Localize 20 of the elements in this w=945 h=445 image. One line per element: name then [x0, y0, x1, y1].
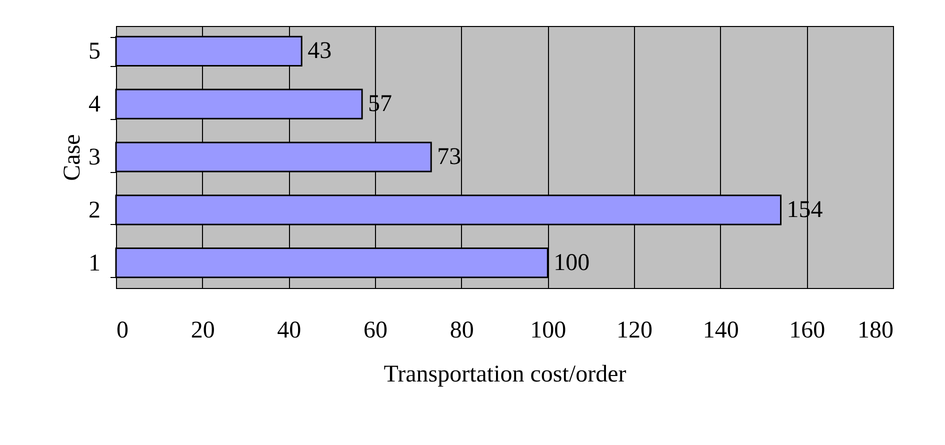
x-tick-label: 60: [364, 318, 388, 344]
data-label: 43: [308, 38, 332, 64]
x-tick-label: 120: [616, 318, 652, 344]
x-tick-label: 80: [450, 318, 474, 344]
y-tick-label: 2: [88, 197, 100, 224]
y-tick-label: 3: [88, 144, 100, 170]
y-tick-label: 5: [88, 38, 100, 65]
x-tick-label: 160: [789, 318, 826, 344]
x-tick-label: 0: [116, 318, 128, 344]
y-axis-title: Case: [60, 134, 86, 181]
data-label: 73: [437, 144, 462, 170]
x-axis-title: Transportation cost/order: [384, 362, 626, 388]
y-tick-label: 1: [88, 250, 100, 276]
x-tick-label: 140: [702, 318, 739, 344]
x-tick-label: 100: [530, 318, 566, 344]
data-label: 100: [554, 250, 590, 276]
x-tick-label: 180: [858, 318, 894, 344]
x-tick-label: 40: [277, 318, 302, 344]
x-tick-label: 20: [190, 318, 215, 344]
y-tick-label: 4: [88, 92, 100, 118]
